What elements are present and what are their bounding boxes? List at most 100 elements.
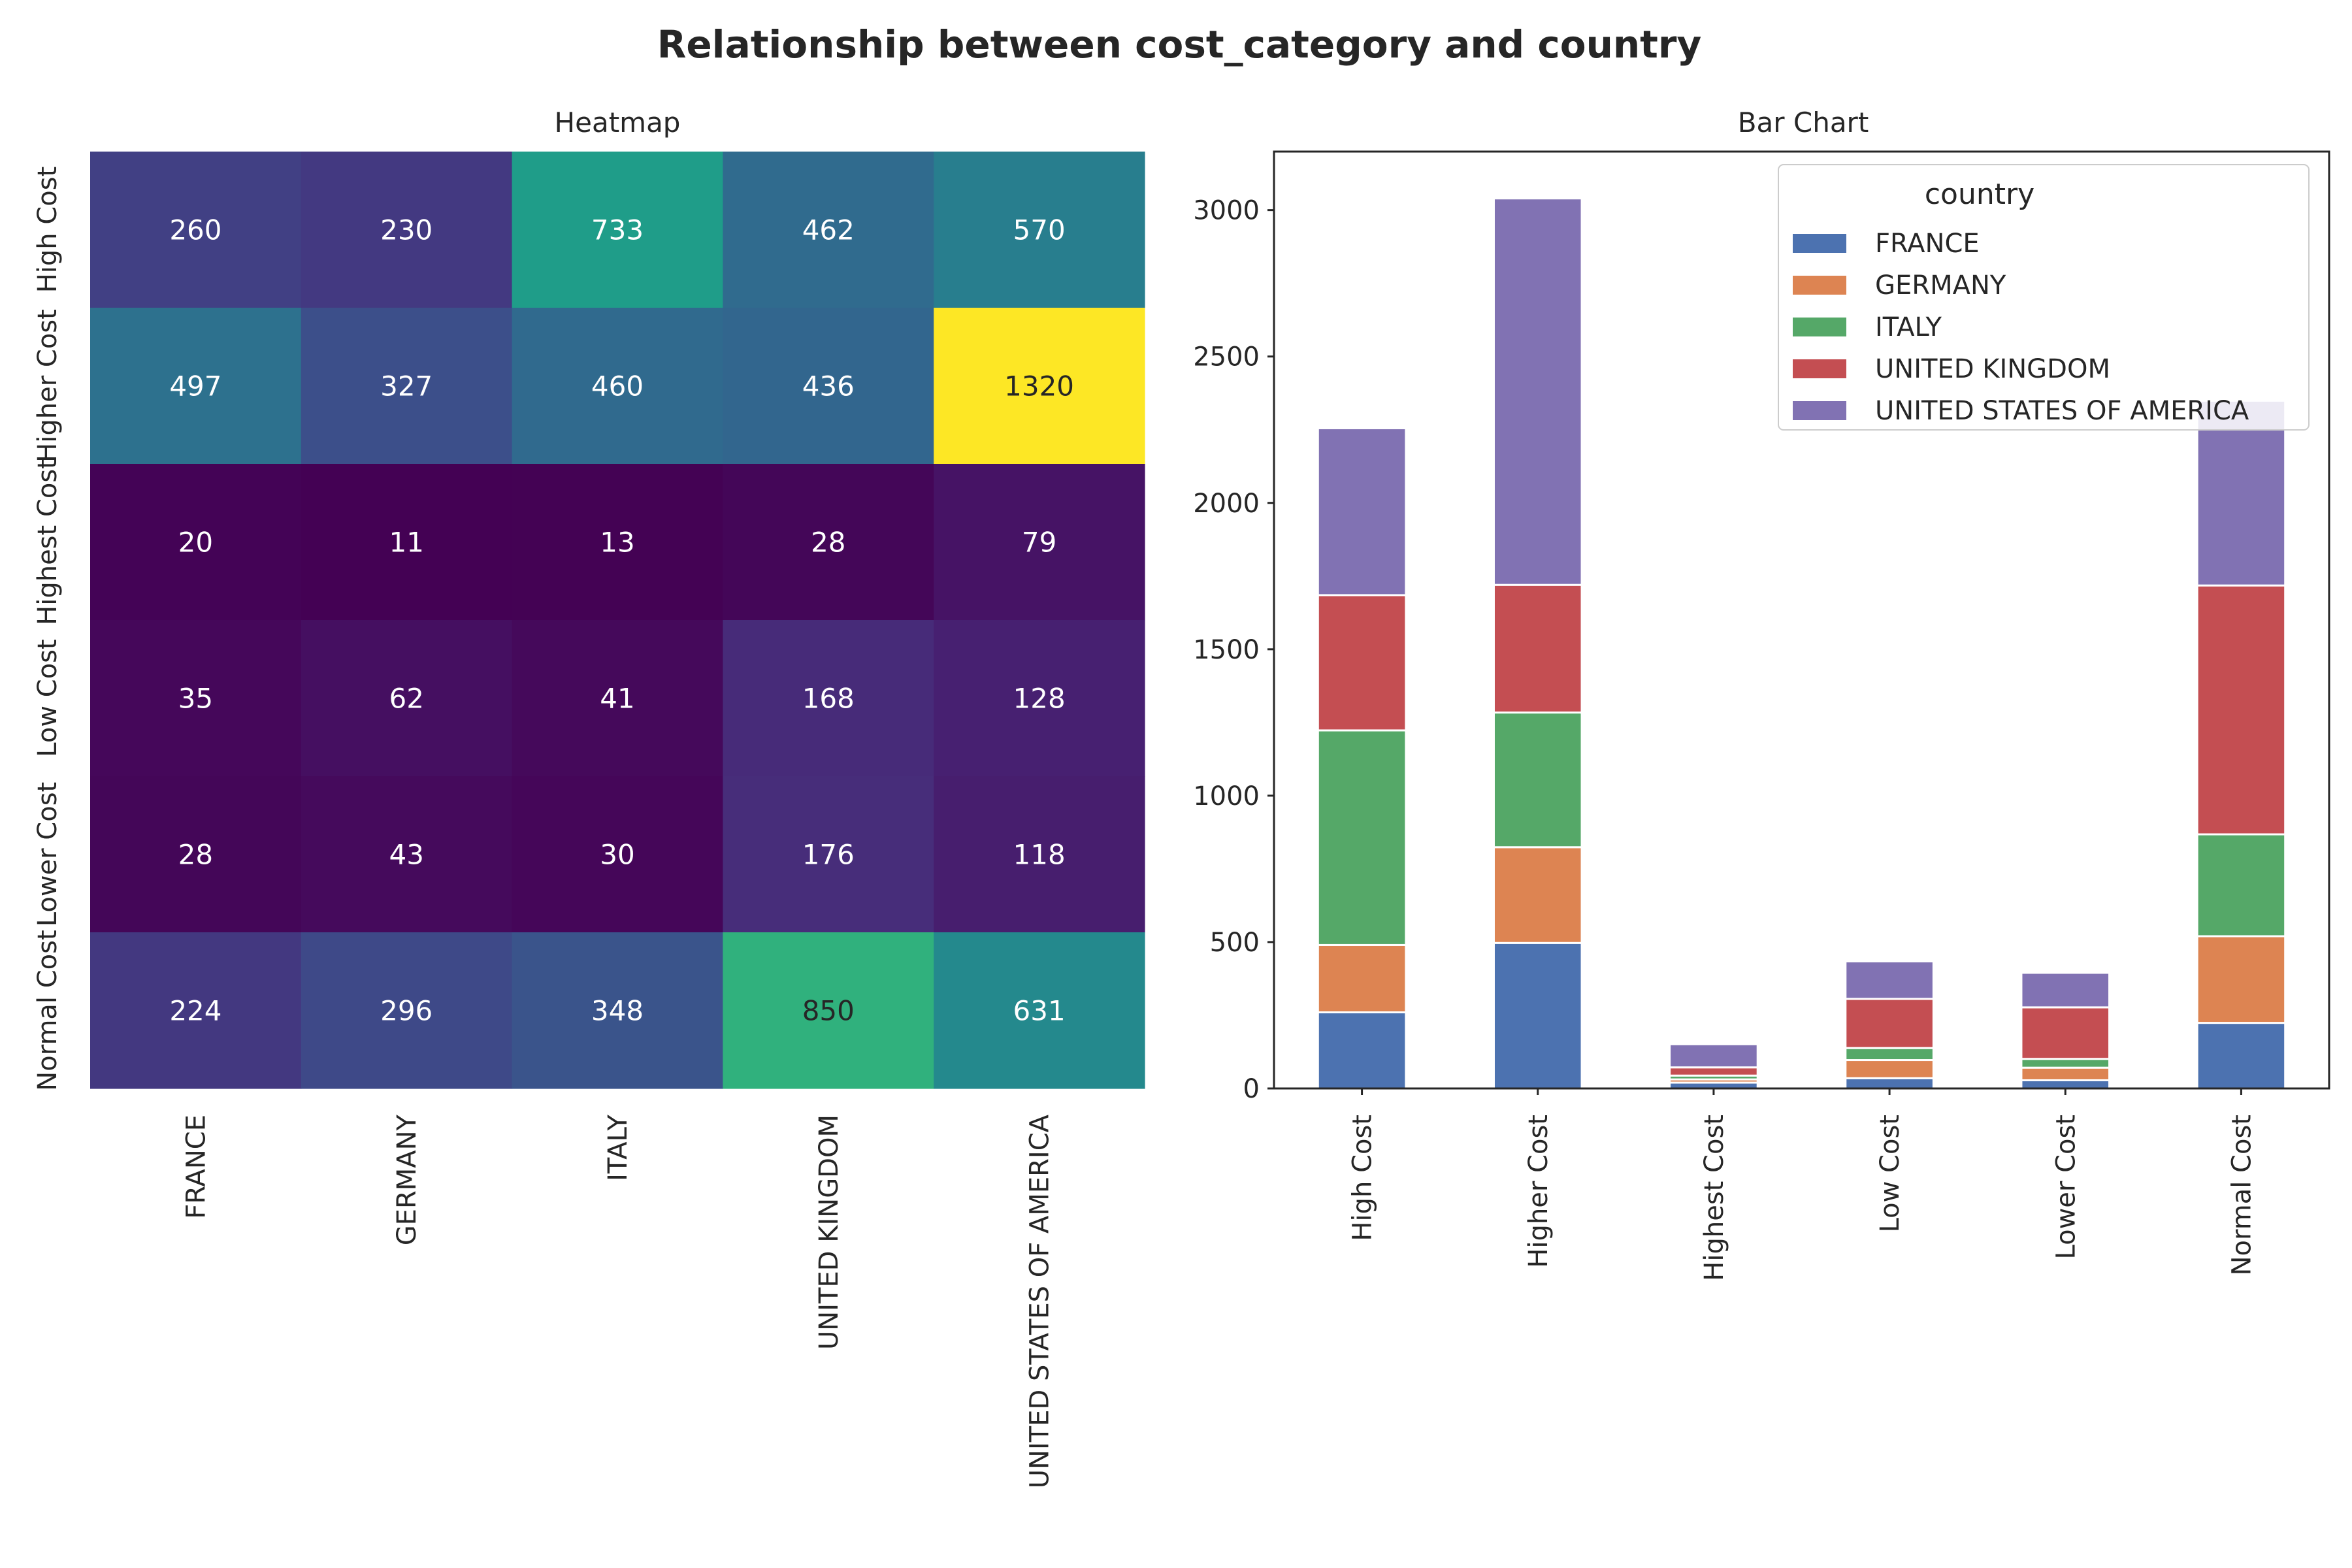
legend-label: GERMANY — [1875, 270, 2006, 301]
heatmap-cell-normal-cost-united-states-of-america — [934, 932, 1145, 1089]
heatmap-row-label: Lower Cost — [33, 782, 63, 926]
legend-box — [1778, 164, 2310, 431]
bar-segment-normal-cost-united-kingdom — [2196, 584, 2287, 836]
legend-swatch-united-states-of-america — [1793, 401, 1846, 420]
bar-segment-lower-cost-united-kingdom — [2020, 1006, 2111, 1060]
bar-segment-lower-cost-france — [2020, 1079, 2111, 1090]
y-tick-label: 2500 — [1193, 342, 1260, 372]
heatmap-cell-higher-cost-france — [90, 308, 302, 465]
heatmap-row-label: Normal Cost — [33, 930, 63, 1090]
heatmap-row-label: Higher Cost — [33, 309, 63, 463]
x-tick-label: Higher Cost — [1524, 1115, 1554, 1268]
heatmap-cell-highest-cost-italy — [512, 464, 723, 621]
heatmap-cell-lower-cost-germany — [301, 776, 513, 933]
heatmap-cell-high-cost-italy — [512, 152, 723, 308]
bar-chart-title: Bar Chart — [1738, 106, 1869, 139]
x-tick-label: Lower Cost — [2051, 1115, 2081, 1259]
heatmap-cell-low-cost-united-states-of-america — [934, 620, 1145, 777]
bar-segment-highest-cost-united-kingdom — [1669, 1066, 1759, 1077]
legend-label: ITALY — [1875, 312, 1942, 342]
heatmap-column-label: FRANCE — [181, 1115, 211, 1219]
x-tick-label: Highest Cost — [1699, 1115, 1729, 1281]
heatmap-value-label: 224 — [169, 995, 221, 1027]
bar-segment-high-cost-italy — [1316, 729, 1407, 946]
heatmap-value-label: 1320 — [1004, 370, 1074, 402]
heatmap-column-labels: FRANCE GERMANY ITALY UNITED KINGDOM UNITED S… — [181, 1114, 1054, 1488]
heatmap-value-label: 733 — [591, 214, 644, 246]
heatmap-cell-higher-cost-united-kingdom — [723, 308, 934, 465]
heatmap-value-label: 460 — [591, 370, 644, 402]
heatmap-value-label: 176 — [802, 839, 855, 871]
heatmap-cell-high-cost-germany — [301, 152, 513, 308]
legend-label: UNITED STATES OF AMERICA — [1875, 396, 2249, 426]
bar-x-axis: High Cost Higher Cost Highest Cost Low Cost… — [1348, 1088, 2257, 1281]
heatmap-value-label: 28 — [811, 527, 845, 559]
bar-segment-normal-cost-germany — [2196, 935, 2287, 1024]
heatmap-cell-low-cost-germany — [301, 620, 513, 777]
bar-segment-low-cost-italy — [1844, 1047, 1935, 1062]
heatmap-cell-lower-cost-united-kingdom — [723, 776, 934, 933]
heatmap-cell-highest-cost-germany — [301, 464, 513, 621]
heatmap-title: Heatmap — [555, 106, 681, 139]
heatmap-value-label: 30 — [600, 839, 634, 871]
heatmap-cell-lower-cost-france — [90, 776, 302, 933]
heatmap-value-label: 79 — [1022, 527, 1056, 559]
heatmap-column-label: UNITED KINGDOM — [814, 1115, 844, 1350]
heatmap-value-label: 20 — [178, 527, 213, 559]
y-tick-label: 0 — [1243, 1074, 1260, 1104]
heatmap-value-label: 43 — [389, 839, 423, 871]
heatmap-value-label: 62 — [389, 683, 423, 715]
legend-swatch-germany — [1793, 276, 1846, 295]
bar-y-axis: 0 500 1000 1500 2000 2500 3000 — [1193, 196, 1274, 1104]
bar-segment-normal-cost-france — [2196, 1022, 2287, 1090]
bar-segment-normal-cost-united-states-of-america — [2196, 399, 2287, 587]
bar-segment-low-cost-united-states-of-america — [1844, 960, 1935, 1000]
legend-title: country — [1925, 178, 2034, 211]
bar-segments — [1316, 197, 2287, 1090]
y-tick-label: 1500 — [1193, 635, 1260, 665]
bar-segment-higher-cost-united-kingdom — [1492, 583, 1583, 714]
bar-segment-higher-cost-germany — [1492, 846, 1583, 944]
heatmap-cell-low-cost-france — [90, 620, 302, 777]
heatmap-cell-low-cost-united-kingdom — [723, 620, 934, 777]
bar-segment-lower-cost-italy — [2020, 1058, 2111, 1069]
heatmap-value-label: 168 — [802, 683, 855, 715]
legend: country FRANCE GERMANY ITALY UNITED KINGDOM U… — [1778, 164, 2310, 431]
heatmap-value-label: 436 — [802, 370, 855, 402]
bar-segment-high-cost-france — [1316, 1011, 1407, 1090]
stacked-bar-chart: Bar Chart 0 500 1000 1500 2000 2500 3000 High … — [1193, 106, 2330, 1281]
legend-label: FRANCE — [1875, 229, 1980, 259]
heatmap-cell-highest-cost-united-kingdom — [723, 464, 934, 621]
heatmap-value-label: 631 — [1013, 995, 1066, 1027]
y-tick-label: 2000 — [1193, 489, 1260, 519]
bar-segment-higher-cost-italy — [1492, 711, 1583, 849]
heatmap-value-label: 28 — [178, 839, 213, 871]
heatmap-value-label: 348 — [591, 995, 644, 1027]
heatmap-cell-normal-cost-germany — [301, 932, 513, 1089]
bar-segment-high-cost-united-states-of-america — [1316, 427, 1407, 596]
heatmap-value-label: 230 — [380, 214, 433, 246]
bar-segment-low-cost-france — [1844, 1077, 1935, 1090]
heatmap-row-label: High Cost — [33, 167, 63, 293]
bar-segment-lower-cost-germany — [2020, 1066, 2111, 1081]
heatmap-value-label: 497 — [169, 370, 221, 402]
heatmap-cell-low-cost-italy — [512, 620, 723, 777]
x-tick-label: Low Cost — [1875, 1115, 1905, 1232]
y-tick-label: 1000 — [1193, 781, 1260, 811]
heatmap-cell-lower-cost-italy — [512, 776, 723, 933]
heatmap-value-label: 327 — [380, 370, 433, 402]
heatmap-value-label: 41 — [600, 683, 634, 715]
heatmap-cell-high-cost-france — [90, 152, 302, 308]
heatmap-cell-higher-cost-germany — [301, 308, 513, 465]
legend-swatch-italy — [1793, 318, 1846, 336]
bar-segment-high-cost-germany — [1316, 943, 1407, 1013]
heatmap-row-label: Low Cost — [33, 639, 63, 757]
heatmap-value-label: 35 — [178, 683, 213, 715]
heatmap-column-label: GERMANY — [392, 1114, 422, 1245]
x-tick-label: High Cost — [1348, 1115, 1378, 1241]
bar-segment-higher-cost-france — [1492, 941, 1583, 1090]
heatmap-column-label: UNITED STATES OF AMERICA — [1025, 1114, 1055, 1488]
